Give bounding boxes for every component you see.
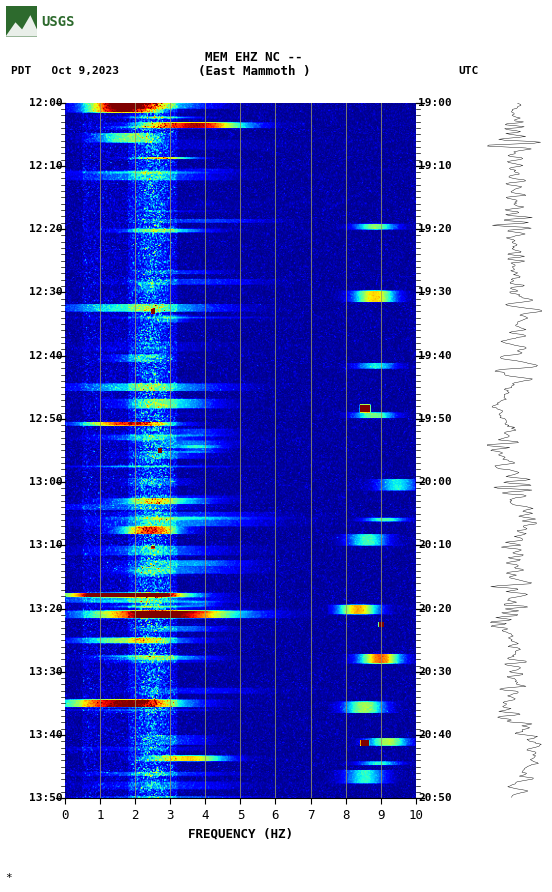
Text: USGS: USGS	[41, 15, 75, 29]
Text: 20:20: 20:20	[418, 604, 452, 614]
Text: 19:20: 19:20	[418, 224, 452, 234]
Text: 20:40: 20:40	[418, 730, 452, 740]
FancyBboxPatch shape	[6, 6, 37, 37]
Text: UTC: UTC	[458, 66, 479, 77]
Text: 13:20: 13:20	[29, 604, 62, 614]
Text: 12:20: 12:20	[29, 224, 62, 234]
Text: 13:40: 13:40	[29, 730, 62, 740]
Text: 12:00: 12:00	[29, 97, 62, 108]
Text: (East Mammoth ): (East Mammoth )	[198, 65, 310, 78]
Text: 20:30: 20:30	[418, 667, 452, 677]
Text: 13:50: 13:50	[29, 793, 62, 804]
Text: 19:30: 19:30	[418, 287, 452, 297]
Text: 13:00: 13:00	[29, 477, 62, 487]
Text: 19:10: 19:10	[418, 161, 452, 171]
Text: PDT   Oct 9,2023: PDT Oct 9,2023	[11, 66, 119, 77]
Text: 20:00: 20:00	[418, 477, 452, 487]
Text: 19:40: 19:40	[418, 351, 452, 360]
Text: 20:50: 20:50	[418, 793, 452, 804]
Polygon shape	[6, 15, 37, 37]
X-axis label: FREQUENCY (HZ): FREQUENCY (HZ)	[188, 827, 293, 840]
Text: 12:10: 12:10	[29, 161, 62, 171]
Text: 12:50: 12:50	[29, 414, 62, 424]
Text: MEM EHZ NC --: MEM EHZ NC --	[205, 51, 302, 64]
Text: 13:30: 13:30	[29, 667, 62, 677]
Text: 13:10: 13:10	[29, 541, 62, 550]
Text: 12:30: 12:30	[29, 287, 62, 297]
Text: 12:40: 12:40	[29, 351, 62, 360]
Text: 19:50: 19:50	[418, 414, 452, 424]
Text: 19:00: 19:00	[418, 97, 452, 108]
Text: *: *	[6, 873, 12, 883]
Text: 20:10: 20:10	[418, 541, 452, 550]
